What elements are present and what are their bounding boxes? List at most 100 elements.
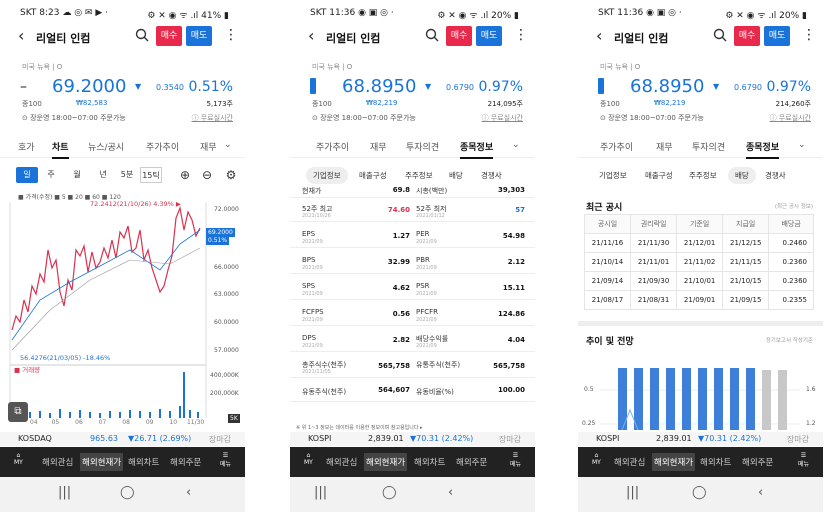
search-icon[interactable] [424,27,440,43]
stock-name[interactable]: 리얼티 인컴 [326,32,381,45]
price-chart[interactable]: ■ 가격(수정) ■ 5 ■ 20 ■ 60 ■ 120 72.2412(21/… [0,190,245,430]
index-ticker[interactable]: KOSDAQ 965.63 ▼26.71 (2.69%) 장마감 [0,432,245,446]
home-button-icon[interactable]: ◯ [120,485,135,500]
krw-price: ₩82,219 [654,99,686,107]
subtab-company[interactable]: 기업정보 [599,171,627,180]
tab-orderbook[interactable]: 호가 [18,143,35,153]
recent-apps-icon[interactable]: ||| [58,485,72,500]
subtab-holders[interactable]: 주주정보 [405,171,433,180]
date-tick: 06 [75,419,83,426]
period-5min[interactable]: 5분 [120,170,134,179]
tab-opinion[interactable]: 투자의견 [406,143,440,153]
recent-apps-icon[interactable]: ||| [626,485,640,500]
tab-stock-info[interactable]: 종목정보 [746,140,780,159]
col-header: 배당금 [768,214,814,234]
zoom-out-icon[interactable]: ⊖ [201,168,213,182]
tab-finance[interactable]: 재무 [200,143,217,153]
home-button-icon[interactable]: ◯ [692,485,707,500]
nav-order[interactable]: 해외주문 [170,458,202,468]
nav-quote[interactable]: 해외현재가 [364,453,408,471]
chevron-down-icon[interactable]: ⌄ [512,140,520,150]
menu-icon[interactable]: ☰ 메뉴 [509,452,521,468]
back-arrow-icon[interactable]: ‹ [308,26,315,45]
nav-watchlist[interactable]: 해외관심 [614,458,646,468]
nav-quote[interactable]: 해외현재가 [652,453,696,471]
quote-type-text[interactable]: 무료실시간 [200,114,233,122]
home-button-icon[interactable]: ◯ [382,485,397,500]
nav-watchlist[interactable]: 해외관심 [42,458,74,468]
quote-type-text[interactable]: 무료실시간 [778,114,811,122]
settings-gear-icon[interactable]: ⚙ [225,168,237,182]
period-15tick[interactable]: 15틱 [140,167,162,183]
sell-button[interactable]: 매도 [764,26,790,46]
home-icon[interactable]: ⌂ MY [14,452,23,466]
y-left-label: 0.5 [584,386,594,393]
tab-finance[interactable]: 재무 [370,143,387,153]
tab-chart[interactable]: 차트 [52,140,69,159]
search-icon[interactable] [134,27,150,43]
nav-chart[interactable]: 해외차트 [700,458,732,468]
sell-button[interactable]: 매도 [186,26,212,46]
date-tick: 09 [145,419,154,426]
subtab-competitors[interactable]: 경쟁사 [481,171,502,180]
chevron-down-icon[interactable]: ⌄ [224,140,232,150]
home-icon[interactable]: ⌂ MY [304,452,313,466]
stock-name[interactable]: 리얼티 인컴 [614,32,669,45]
chevron-down-icon[interactable]: ⌄ [798,140,806,150]
subtab-company[interactable]: 기업정보 [306,167,348,184]
period-week[interactable]: 주 [47,170,55,179]
more-vertical-icon[interactable]: ⋮ [224,27,238,43]
nav-watchlist[interactable]: 해외관심 [326,458,358,468]
quote-type-link[interactable]: ⓘ 무료실시간 [191,114,233,122]
menu-icon[interactable]: ☰ 메뉴 [219,452,231,468]
more-vertical-icon[interactable]: ⋮ [802,27,816,43]
row-date: 2021/09 [416,343,437,349]
quote-type-link[interactable]: ⓘ 무료실시간 [481,114,523,122]
index-ticker[interactable]: KOSPI 2,839.01 ▼70.31 (2.42%) 장마감 [290,432,535,446]
sell-button[interactable]: 매도 [476,26,502,46]
subtab-competitors[interactable]: 경쟁사 [765,171,786,180]
back-button-icon[interactable]: ‹ [186,485,192,500]
subtab-dividend[interactable]: 배당 [449,171,463,180]
fullscreen-icon[interactable]: ⧉ [8,402,28,422]
recent-apps-icon[interactable]: ||| [314,485,328,500]
search-icon[interactable] [712,27,728,43]
nav-chart[interactable]: 해외차트 [414,458,446,468]
index-ticker[interactable]: KOSPI 2,839.01 ▼70.31 (2.42%) 장마감 [578,432,823,446]
nav-order[interactable]: 해외주문 [742,458,774,468]
stock-name[interactable]: 리얼티 인컴 [36,32,91,45]
menu-icon[interactable]: ☰ 메뉴 [797,452,809,468]
tab-price-trend[interactable]: 주가추이 [316,143,350,153]
subtab-sales[interactable]: 매출구성 [359,171,387,180]
buy-button[interactable]: 매수 [156,26,182,46]
nav-quote[interactable]: 해외현재가 [80,453,124,471]
quote-type-text[interactable]: 무료실시간 [490,114,523,122]
subtab-holders[interactable]: 주주정보 [689,171,717,180]
tab-finance[interactable]: 재무 [656,143,673,153]
buy-button[interactable]: 매수 [446,26,472,46]
tab-stock-info[interactable]: 종목정보 [460,140,494,159]
tab-news[interactable]: 뉴스/공시 [88,143,125,153]
period-day[interactable]: 일 [16,167,38,183]
tab-opinion[interactable]: 투자의견 [692,143,726,153]
row-key: 52주 최저 [416,205,447,213]
zoom-in-icon[interactable]: ⊕ [179,168,191,182]
trend-chart[interactable]: 0.5 0.25 1.6 1.2 [578,350,823,430]
quote-type-link[interactable]: ⓘ 무료실시간 [769,114,811,122]
back-arrow-icon[interactable]: ‹ [596,26,603,45]
back-button-icon[interactable]: ‹ [448,485,454,500]
back-button-icon[interactable]: ‹ [758,485,764,500]
more-vertical-icon[interactable]: ⋮ [514,27,528,43]
nav-order[interactable]: 해외주문 [456,458,488,468]
period-month[interactable]: 월 [73,170,81,179]
buy-button[interactable]: 매수 [734,26,760,46]
period-year[interactable]: 년 [99,170,107,179]
subtab-sales[interactable]: 매출구성 [645,171,673,180]
prev-label: 종100 [312,100,332,108]
subtab-dividend[interactable]: 배당 [728,167,756,184]
tab-price-trend[interactable]: 주가추이 [146,143,180,153]
back-arrow-icon[interactable]: ‹ [18,26,25,45]
nav-chart[interactable]: 해외차트 [128,458,160,468]
tab-price-trend[interactable]: 주가추이 [600,143,634,153]
home-icon[interactable]: ⌂ MY [592,452,601,466]
